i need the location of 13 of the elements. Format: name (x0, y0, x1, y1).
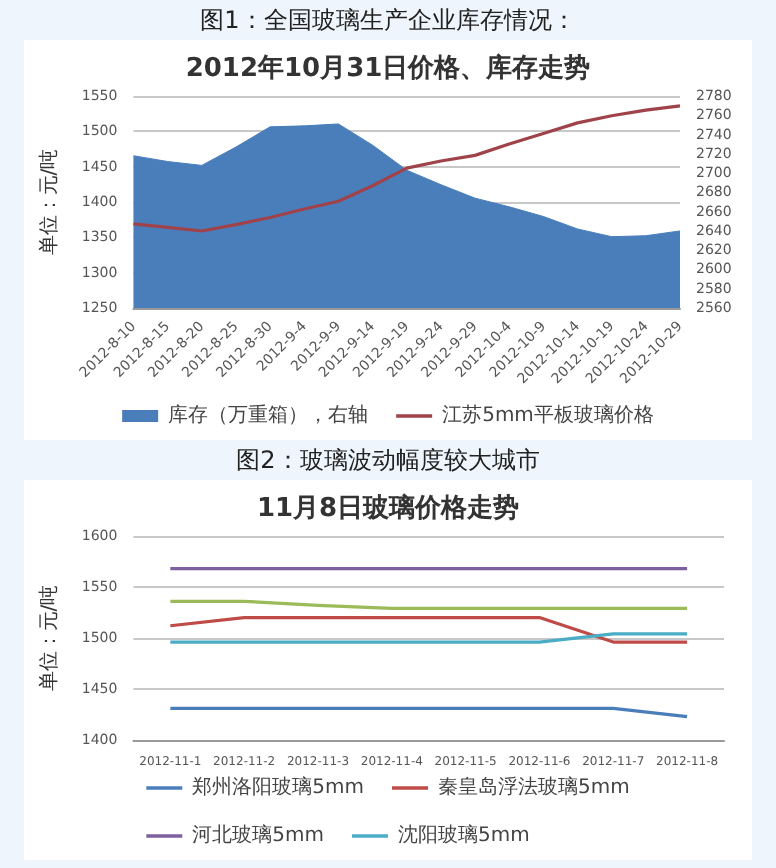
caption: 图1：全国玻璃生产企业库存情况： (198, 4, 578, 38)
legend-label: 河北玻璃5mm (192, 823, 325, 847)
line-series (131, 104, 682, 233)
legend-label: 秦皇岛浮法玻璃5mm (438, 775, 630, 799)
y-axis-title: 单位：元/吨 (37, 148, 61, 256)
caption: 图2：玻璃波动幅度较大城市 (234, 444, 542, 478)
chart-title: 11月8日玻璃价格走势 (256, 492, 520, 524)
legend-label: 库存（万重箱），右轴 (168, 403, 369, 427)
y-axis-title: 单位：元/吨 (37, 584, 61, 692)
legend-label: 江苏5mm平板玻璃价格 (442, 403, 654, 427)
chart-title: 2012年10月31日价格、库存走势 (185, 52, 591, 84)
legend-label: 郑州洛阳玻璃5mm (192, 775, 365, 799)
legend-label: 沈阳玻璃5mm (398, 823, 530, 847)
